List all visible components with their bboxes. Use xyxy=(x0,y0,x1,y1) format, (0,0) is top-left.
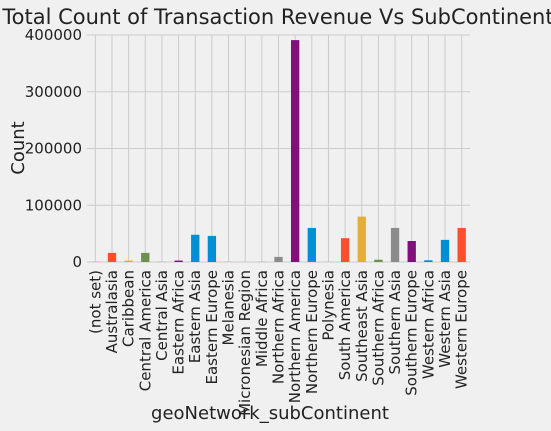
bar xyxy=(424,260,433,262)
bar xyxy=(207,235,217,262)
y-tick-labels: 0 100000 200000 300000 400000 xyxy=(25,26,82,271)
x-tick-label: Caribbean xyxy=(120,270,138,347)
x-tick-label: Western Europe xyxy=(453,270,471,389)
bar xyxy=(440,239,450,262)
x-tick-label: Middle Africa xyxy=(253,270,271,367)
x-tick-label: Western Asia xyxy=(436,270,454,368)
x-tick-label: Central Asia xyxy=(153,270,171,361)
bar xyxy=(340,238,350,262)
x-tick-label: South America xyxy=(336,270,354,380)
x-tick-label: Eastern Europe xyxy=(203,270,221,385)
bar xyxy=(457,227,466,262)
bar xyxy=(124,260,133,262)
bar xyxy=(174,260,183,262)
bar xyxy=(390,227,400,262)
x-tick-label: (not set) xyxy=(86,270,104,334)
bar xyxy=(290,40,300,262)
x-tick-label: Southern Asia xyxy=(386,270,404,374)
grid-lines xyxy=(87,34,470,263)
x-tick-label: Micronesian Region xyxy=(236,270,254,416)
y-tick-label: 400000 xyxy=(25,26,82,44)
bar xyxy=(374,259,383,262)
bars xyxy=(91,40,466,262)
x-tick-label: Australasia xyxy=(103,270,121,353)
y-tick-label: 0 xyxy=(72,253,82,271)
bar xyxy=(307,227,316,262)
x-tick-label: Western Africa xyxy=(419,270,437,379)
bar xyxy=(274,256,283,262)
y-tick-label: 100000 xyxy=(25,196,82,214)
x-tick-label: Southeast Asia xyxy=(353,270,371,382)
y-tick-label: 200000 xyxy=(25,140,82,158)
y-axis-label: Count xyxy=(8,121,29,174)
x-tick-label: Eastern Africa xyxy=(170,270,188,375)
bar xyxy=(191,234,200,262)
bar xyxy=(107,252,117,262)
bar xyxy=(141,252,150,262)
x-tick-label: Central America xyxy=(136,270,154,391)
x-tick-label: Southern Africa xyxy=(369,270,387,386)
x-tick-label: Melanesia xyxy=(220,270,238,345)
chart-title: Total Count of Transaction Revenue Vs Su… xyxy=(1,5,551,29)
x-tick-label: Northern Europe xyxy=(303,270,321,394)
x-tick-label: Northern America xyxy=(286,270,304,403)
bar xyxy=(407,241,416,262)
bar xyxy=(357,216,366,262)
y-tick-label: 300000 xyxy=(25,83,82,101)
x-tick-label: Polynesia xyxy=(319,270,337,341)
x-tick-label: Eastern Asia xyxy=(186,270,204,363)
x-tick-label: Northern Africa xyxy=(270,270,288,384)
x-tick-label: Southern Europe xyxy=(403,270,421,396)
x-axis-label: geoNetwork_subContinent xyxy=(151,403,389,424)
